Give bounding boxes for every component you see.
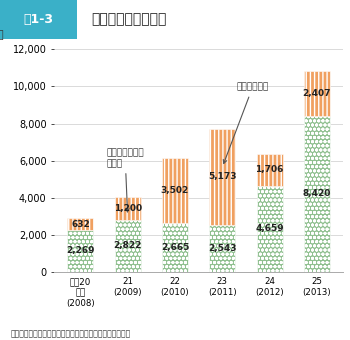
Text: 電話等問合せ: 電話等問合せ <box>223 83 269 164</box>
Text: 1,200: 1,200 <box>114 204 142 213</box>
Bar <box>0 0 77 39</box>
Bar <box>115 220 141 272</box>
Text: 2,665: 2,665 <box>161 243 189 252</box>
Text: 2,543: 2,543 <box>208 244 237 253</box>
Text: 2,269: 2,269 <box>66 246 95 255</box>
Text: 2,407: 2,407 <box>303 89 331 98</box>
Text: 8,420: 8,420 <box>303 189 331 198</box>
Text: 人: 人 <box>0 30 3 40</box>
Bar <box>115 197 141 220</box>
Bar <box>162 157 188 223</box>
Text: 1,706: 1,706 <box>256 165 284 174</box>
Text: 5,173: 5,173 <box>208 172 237 181</box>
Text: 632: 632 <box>71 220 90 228</box>
Bar <box>257 186 282 272</box>
Bar <box>162 223 188 272</box>
Text: 3,502: 3,502 <box>161 186 189 194</box>
Text: 資料：特定非営利活動法人ふるさと回帰支援センター調べ: 資料：特定非営利活動法人ふるさと回帰支援センター調べ <box>10 329 131 338</box>
Text: 4,659: 4,659 <box>255 224 284 233</box>
Bar <box>304 71 330 116</box>
Text: 移住相談者数の推移: 移住相談者数の推移 <box>91 13 166 27</box>
Bar <box>257 154 282 186</box>
Bar <box>304 116 330 272</box>
Bar <box>209 129 235 225</box>
Text: 面談・セミナー
参加等: 面談・セミナー 参加等 <box>106 149 144 212</box>
Text: 図1-3: 図1-3 <box>23 13 54 26</box>
Bar <box>67 230 93 272</box>
Bar <box>209 225 235 272</box>
Text: 2,822: 2,822 <box>113 241 142 250</box>
Bar <box>67 218 93 230</box>
